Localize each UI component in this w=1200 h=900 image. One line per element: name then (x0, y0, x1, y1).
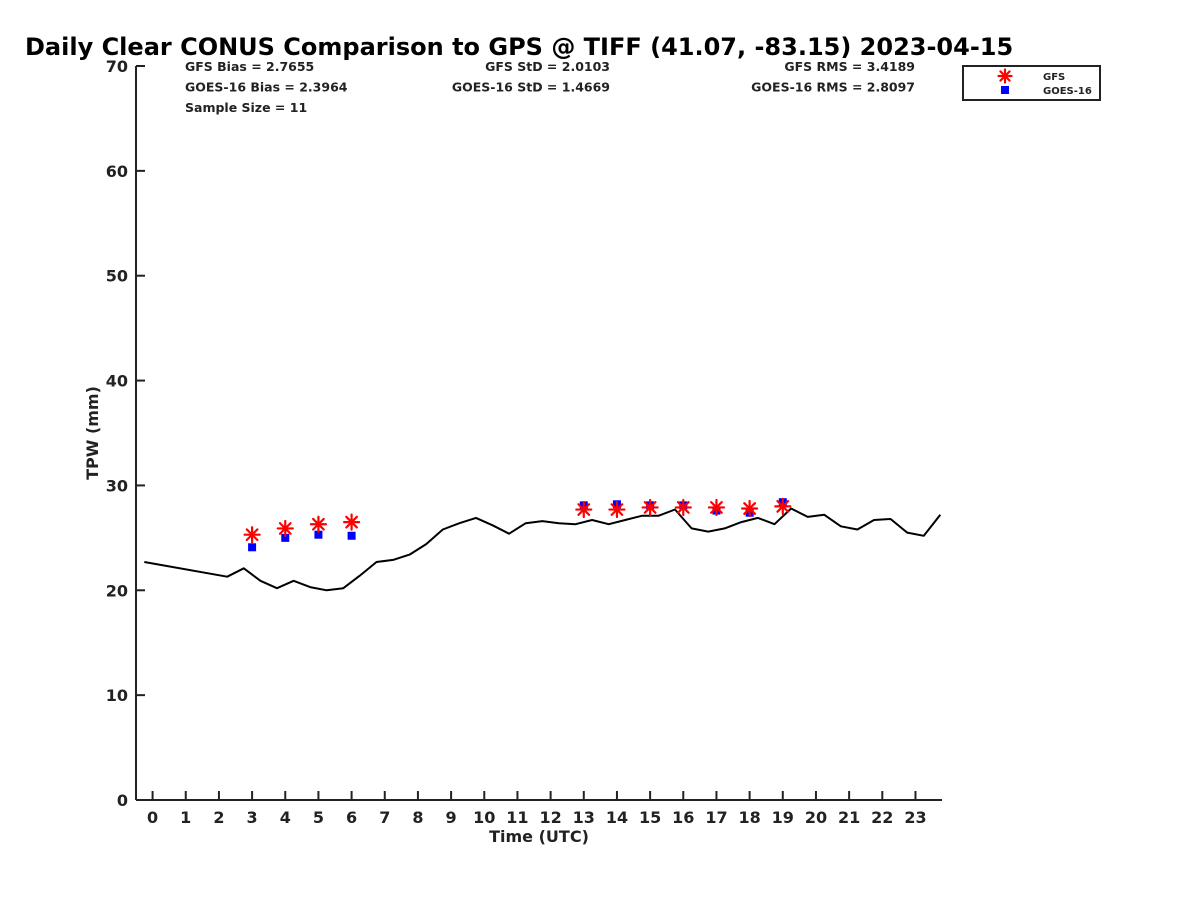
y-axis-label: TPW (mm) (83, 386, 102, 480)
x-tick-label: 12 (539, 808, 561, 827)
legend-box (962, 65, 1101, 101)
x-tick-label: 13 (573, 808, 595, 827)
x-tick-label: 6 (346, 808, 357, 827)
x-axis-label: Time (UTC) (489, 827, 589, 846)
legend-goes16-marker (1001, 86, 1009, 94)
asterisk-stroke (743, 502, 757, 515)
asterisk-stroke (345, 515, 358, 529)
x-tick-label: 10 (473, 808, 495, 827)
goes16-point (248, 543, 257, 552)
x-tick-label: 16 (672, 808, 694, 827)
goes16-point (347, 531, 356, 540)
x-tick-label: 5 (313, 808, 324, 827)
gfs-point (641, 498, 659, 517)
y-tick-label: 60 (106, 162, 128, 181)
asterisk-stroke (676, 501, 690, 514)
asterisk-stroke (610, 503, 624, 516)
legend: GFS GOES-16 (962, 65, 1101, 101)
x-tick-label: 18 (738, 808, 760, 827)
y-tick-label: 40 (106, 372, 128, 391)
stat-text: GFS StD = 2.0103 (485, 59, 610, 74)
gfs-point (309, 515, 328, 533)
legend-gfs-marker (997, 68, 1013, 84)
stat-text: GOES-16 RMS = 2.8097 (751, 80, 915, 95)
stat-text: Sample Size = 11 (185, 100, 307, 115)
stat-text: GFS Bias = 2.7655 (185, 59, 314, 74)
stat-text: GOES-16 StD = 1.4669 (452, 80, 610, 95)
x-tick-label: 20 (805, 808, 827, 827)
x-tick-label: 0 (147, 808, 158, 827)
gfs-point (707, 498, 726, 517)
stats-panel: GFS Bias = 2.7655 GFS StD = 2.0103 GFS RMS… (185, 59, 915, 115)
x-tick-label: 11 (506, 808, 528, 827)
gfs-point (608, 500, 626, 519)
x-tick-label: 21 (838, 808, 860, 827)
x-tick-label: 19 (772, 808, 794, 827)
asterisk-stroke (999, 70, 1011, 82)
asterisk-stroke (245, 528, 259, 542)
asterisk-stroke (776, 499, 790, 513)
y-tick-label: 70 (106, 57, 128, 76)
plot-area (144, 497, 942, 592)
stat-text: GFS RMS = 3.4189 (784, 59, 915, 74)
chart-title: Daily Clear CONUS Comparison to GPS @ TI… (25, 33, 1013, 61)
x-tick-label: 9 (446, 808, 457, 827)
y-tick-label: 50 (106, 267, 128, 286)
goes16-point (314, 530, 323, 539)
x-tick-label: 4 (280, 808, 291, 827)
x-tick-label: 23 (904, 808, 926, 827)
stat-text: GOES-16 Bias = 2.3964 (185, 80, 348, 95)
legend-label: GFS (1043, 72, 1065, 83)
x-tick-label: 8 (412, 808, 423, 827)
y-tick-label: 30 (106, 476, 128, 495)
gfs-point (243, 526, 261, 544)
gfs-point (674, 498, 692, 517)
asterisk-stroke (312, 517, 325, 531)
gfs-point (741, 499, 759, 518)
asterisk-stroke (710, 501, 723, 514)
x-tick-label: 17 (705, 808, 727, 827)
x-tick-label: 1 (180, 808, 191, 827)
legend-label: GOES-16 (1043, 86, 1092, 97)
asterisk-stroke (643, 501, 657, 514)
x-tick-label: 22 (871, 808, 893, 827)
x-tick-label: 7 (379, 808, 390, 827)
gfs-point (575, 500, 593, 519)
y-tick-label: 10 (106, 686, 128, 705)
gps-tpw-line (144, 507, 942, 592)
x-tick-label: 14 (606, 808, 628, 827)
y-tick-label: 0 (117, 791, 128, 810)
x-tick-label: 2 (213, 808, 224, 827)
goes16-point (281, 533, 290, 542)
x-tick-label: 15 (639, 808, 661, 827)
y-tick-label: 20 (106, 581, 128, 600)
asterisk-stroke (278, 522, 292, 535)
gfs-point (774, 497, 792, 516)
asterisk-stroke (577, 503, 591, 516)
gfs-point (276, 519, 294, 538)
gfs-point (342, 513, 361, 531)
x-tick-label: 3 (247, 808, 258, 827)
